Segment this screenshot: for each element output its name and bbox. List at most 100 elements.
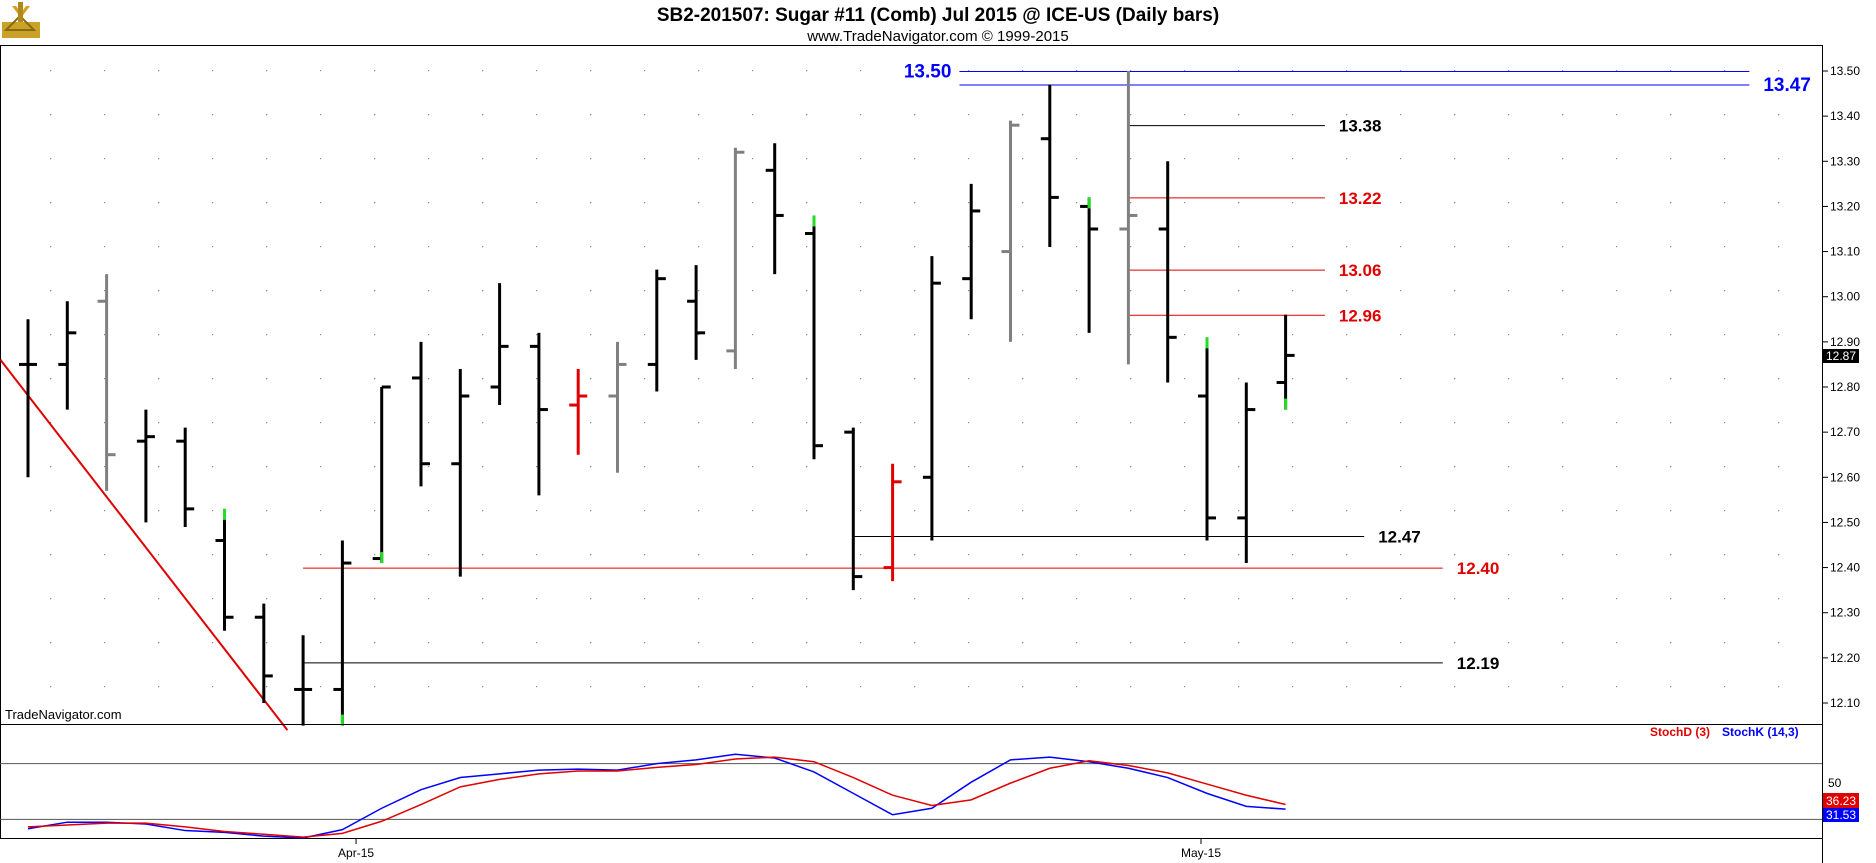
grid-dot bbox=[752, 70, 754, 72]
grid-dot bbox=[698, 378, 700, 380]
grid-dot bbox=[320, 246, 322, 248]
grid-dot bbox=[104, 642, 106, 644]
ohlc-bar bbox=[883, 463, 902, 582]
grid-dot bbox=[1292, 334, 1294, 336]
grid-dot bbox=[1454, 290, 1456, 292]
grid-dot bbox=[482, 70, 484, 72]
ohlc-bar bbox=[1276, 314, 1295, 410]
grid-dot bbox=[1130, 598, 1132, 600]
grid-dot bbox=[752, 334, 754, 336]
grid-dot bbox=[860, 554, 862, 556]
grid-dot bbox=[1184, 158, 1186, 160]
grid-dot bbox=[968, 554, 970, 556]
grid-dot bbox=[1562, 466, 1564, 468]
grid-dot bbox=[968, 686, 970, 688]
grid-dot bbox=[1184, 246, 1186, 248]
grid-dot bbox=[1778, 598, 1780, 600]
grid-dot bbox=[914, 246, 916, 248]
grid-dot bbox=[1130, 378, 1132, 380]
grid-dot bbox=[1184, 422, 1186, 424]
grid-dot bbox=[158, 422, 160, 424]
time-tick-label: Apr-15 bbox=[338, 846, 374, 860]
grid-dot bbox=[1346, 202, 1348, 204]
grid-dot bbox=[1022, 422, 1024, 424]
grid-dot bbox=[1130, 422, 1132, 424]
grid-dot bbox=[1616, 598, 1618, 600]
grid-dot bbox=[914, 378, 916, 380]
grid-dot bbox=[1184, 686, 1186, 688]
grid-dot bbox=[1184, 510, 1186, 512]
price-tick-label: 12.60 bbox=[1830, 470, 1860, 484]
grid-dot bbox=[1562, 422, 1564, 424]
grid-dot bbox=[428, 378, 430, 380]
grid-dot bbox=[1724, 334, 1726, 336]
grid-dot bbox=[1022, 554, 1024, 556]
grid-dot bbox=[1076, 422, 1078, 424]
price-tick-label: 12.50 bbox=[1830, 515, 1860, 529]
grid-dot bbox=[1022, 510, 1024, 512]
grid-dot bbox=[914, 158, 916, 160]
grid-dot bbox=[1184, 114, 1186, 116]
grid-dot bbox=[104, 554, 106, 556]
grid-dot bbox=[158, 158, 160, 160]
grid-dot bbox=[644, 642, 646, 644]
grid-dot bbox=[1076, 378, 1078, 380]
grid-dot bbox=[1724, 246, 1726, 248]
grid-dot bbox=[320, 158, 322, 160]
grid-dot bbox=[212, 334, 214, 336]
grid-dot bbox=[644, 290, 646, 292]
grid-dot bbox=[1724, 70, 1726, 72]
grid-dot bbox=[1076, 598, 1078, 600]
grid-dot bbox=[320, 422, 322, 424]
grid-dot bbox=[1346, 158, 1348, 160]
grid-dot bbox=[1454, 114, 1456, 116]
grid-dot bbox=[1130, 686, 1132, 688]
grid-dot bbox=[644, 510, 646, 512]
grid-dot bbox=[50, 246, 52, 248]
grid-dot bbox=[698, 202, 700, 204]
grid-dot bbox=[1238, 202, 1240, 204]
grid-dot bbox=[590, 158, 592, 160]
grid-dot bbox=[1292, 202, 1294, 204]
grid-dot bbox=[428, 554, 430, 556]
ohlc-bar bbox=[58, 301, 77, 410]
grid-dot bbox=[914, 466, 916, 468]
grid-dot bbox=[1508, 246, 1510, 248]
grid-dot bbox=[536, 598, 538, 600]
grid-dot bbox=[266, 686, 268, 688]
ohlc-bar bbox=[962, 183, 981, 320]
grid-dot bbox=[1454, 642, 1456, 644]
grid-dot bbox=[806, 686, 808, 688]
grid-dot bbox=[752, 422, 754, 424]
grid-dot bbox=[698, 466, 700, 468]
grid-dot bbox=[1616, 466, 1618, 468]
price-tick-label: 13.10 bbox=[1830, 245, 1860, 259]
grid-dot bbox=[104, 598, 106, 600]
grid-dot bbox=[1724, 378, 1726, 380]
stoch-d-last: 36.23 bbox=[1826, 794, 1856, 808]
stochastic-lines bbox=[0, 753, 1822, 839]
price-tick-label: 13.20 bbox=[1830, 199, 1860, 213]
grid-dot bbox=[590, 642, 592, 644]
grid-dot bbox=[1454, 466, 1456, 468]
grid-dot bbox=[1292, 510, 1294, 512]
grid-dot bbox=[968, 246, 970, 248]
levels-layer: 13.50 13.47 13.38 13.22 13.06 12.96 12.47 12.40… bbox=[303, 62, 1811, 673]
ohlc-bar bbox=[529, 332, 548, 496]
stochastic-legend: StochD (3) StochK (14,3) bbox=[1650, 725, 1799, 739]
grid-dot bbox=[1454, 334, 1456, 336]
ohlc-bar bbox=[372, 385, 391, 564]
ohlc-bar bbox=[451, 368, 470, 577]
grid-dot bbox=[50, 70, 52, 72]
grid-dot bbox=[320, 290, 322, 292]
grid-dot bbox=[1022, 686, 1024, 688]
grid-dot bbox=[158, 642, 160, 644]
grid-dot bbox=[1508, 334, 1510, 336]
ohlc-bar bbox=[490, 283, 509, 406]
grid-dot bbox=[1184, 466, 1186, 468]
grid-dot bbox=[1562, 114, 1564, 116]
grid-dot bbox=[266, 422, 268, 424]
grid-dot bbox=[428, 466, 430, 468]
grid-dot bbox=[590, 202, 592, 204]
grid-dot bbox=[1238, 554, 1240, 556]
